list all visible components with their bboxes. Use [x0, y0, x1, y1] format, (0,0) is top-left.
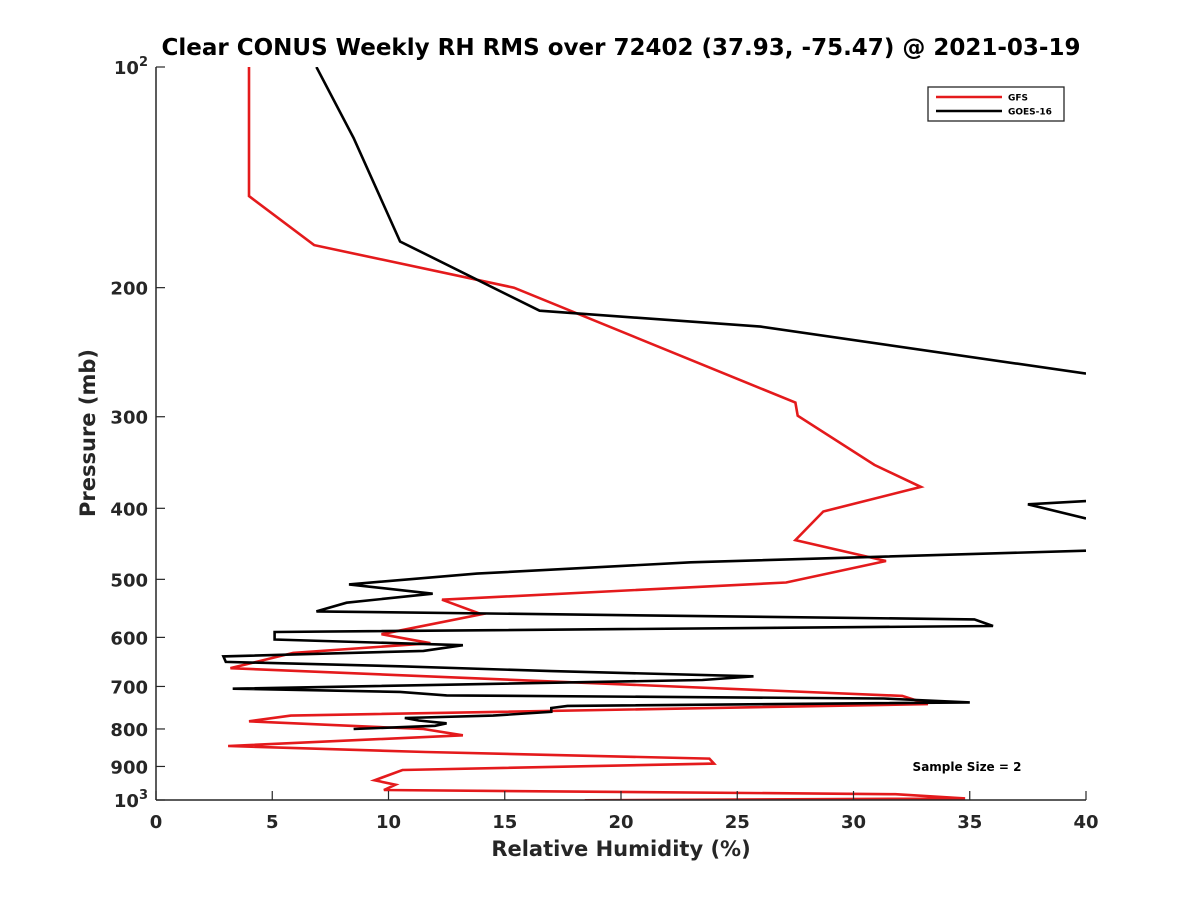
series-line-goes-16 — [221, 67, 1086, 731]
x-tick-label: 30 — [841, 812, 866, 833]
x-tick-label: 15 — [492, 812, 517, 833]
x-tick-label: 5 — [266, 812, 279, 833]
y-tick-label: 400 — [110, 499, 148, 520]
plot-area — [156, 67, 1086, 800]
x-tick-label: 20 — [608, 812, 633, 833]
y-tick-label: 800 — [110, 720, 148, 741]
x-tick-label: 10 — [376, 812, 401, 833]
x-tick-label: 25 — [725, 812, 750, 833]
y-tick-label: 600 — [110, 628, 148, 649]
y-tick-label: 200 — [110, 279, 148, 300]
x-tick-label: 35 — [957, 812, 982, 833]
sample-size-annotation: Sample Size = 2 — [913, 760, 1022, 774]
y-tick-label: 900 — [110, 757, 148, 778]
chart-title: Clear CONUS Weekly RH RMS over 72402 (37… — [162, 35, 1081, 61]
series-line-gfs — [228, 67, 966, 800]
legend-label: GFS — [1008, 94, 1028, 104]
x-axis-label: Relative Humidity (%) — [491, 837, 750, 861]
legend-box — [927, 86, 1065, 122]
y-tick-label: 103 — [114, 788, 148, 812]
legend-label: GOES-16 — [1008, 108, 1052, 118]
x-tick-label: 40 — [1073, 812, 1098, 833]
y-tick-label: 102 — [114, 55, 148, 79]
legend: GFS GOES-16 — [927, 86, 1065, 122]
x-tick-label: 0 — [150, 812, 163, 833]
y-axis-label: Pressure (mb) — [76, 349, 100, 517]
y-tick-label: 300 — [110, 408, 148, 429]
y-tick-label: 500 — [110, 570, 148, 591]
y-tick-label: 700 — [110, 677, 148, 698]
